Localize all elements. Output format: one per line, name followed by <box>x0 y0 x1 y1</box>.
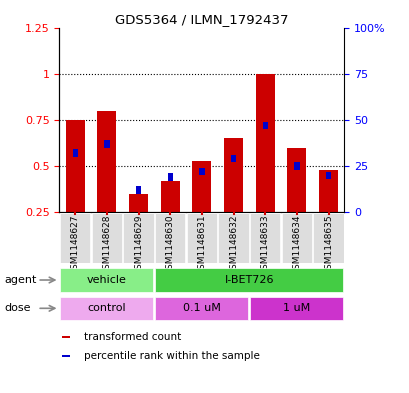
Text: I-BET726: I-BET726 <box>224 274 274 285</box>
Bar <box>62 355 70 357</box>
Bar <box>294 162 299 170</box>
Bar <box>325 172 330 179</box>
Bar <box>60 213 90 263</box>
Bar <box>65 120 85 212</box>
Bar <box>287 147 306 212</box>
Bar <box>104 140 109 147</box>
Bar <box>136 186 141 194</box>
Bar <box>262 122 267 129</box>
Text: vehicle: vehicle <box>87 274 126 285</box>
Bar <box>318 170 337 212</box>
Bar <box>155 213 185 263</box>
Text: 1 uM: 1 uM <box>283 303 310 313</box>
Text: GSM1148627: GSM1148627 <box>71 215 80 275</box>
Bar <box>224 138 243 212</box>
Text: GSM1148631: GSM1148631 <box>197 215 206 275</box>
Bar <box>186 213 217 263</box>
Bar <box>192 160 211 212</box>
Bar <box>160 181 179 212</box>
Bar <box>218 213 248 263</box>
Text: GSM1148628: GSM1148628 <box>102 215 111 275</box>
Text: GSM1148635: GSM1148635 <box>323 215 332 275</box>
Title: GDS5364 / ILMN_1792437: GDS5364 / ILMN_1792437 <box>115 13 288 26</box>
Bar <box>249 213 280 263</box>
Bar <box>167 173 173 181</box>
Bar <box>123 213 153 263</box>
Text: GSM1148634: GSM1148634 <box>292 215 301 275</box>
Bar <box>92 213 122 263</box>
Bar <box>60 297 153 320</box>
Text: transformed count: transformed count <box>83 332 180 342</box>
Bar <box>155 297 248 320</box>
Bar <box>97 111 116 212</box>
Text: dose: dose <box>4 303 31 313</box>
Bar <box>62 336 70 338</box>
Bar <box>60 268 153 292</box>
Bar <box>72 149 78 157</box>
Bar <box>312 213 343 263</box>
Text: GSM1148629: GSM1148629 <box>134 215 143 275</box>
Bar <box>155 268 343 292</box>
Text: GSM1148630: GSM1148630 <box>165 215 174 275</box>
Text: percentile rank within the sample: percentile rank within the sample <box>83 351 259 362</box>
Text: agent: agent <box>4 275 36 285</box>
Bar <box>129 194 148 212</box>
Bar <box>230 155 236 162</box>
Text: 0.1 uM: 0.1 uM <box>182 303 220 313</box>
Bar <box>255 73 274 212</box>
Bar <box>281 213 311 263</box>
Text: GSM1148633: GSM1148633 <box>260 215 269 275</box>
Bar <box>250 297 343 320</box>
Text: control: control <box>88 303 126 313</box>
Text: GSM1148632: GSM1148632 <box>229 215 238 275</box>
Bar <box>199 168 204 175</box>
